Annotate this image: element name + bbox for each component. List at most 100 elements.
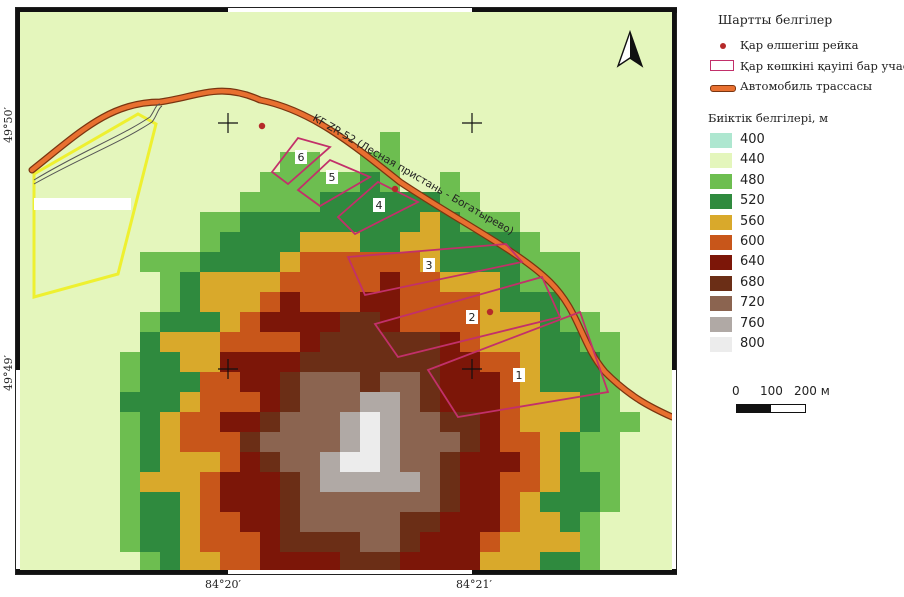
elevation-cell: [280, 52, 301, 73]
elevation-cell: [200, 272, 221, 293]
elevation-cell: [120, 312, 141, 333]
elevation-cell: [280, 532, 301, 553]
elevation-cell: [640, 92, 661, 113]
elevation-cell: [180, 412, 201, 433]
elevation-cell: [560, 212, 581, 233]
elevation-cell: [80, 372, 101, 393]
elevation-cell: [480, 72, 501, 93]
elevation-cell: [180, 172, 201, 193]
elevation-cell: [620, 312, 641, 333]
elevation-cell: [620, 272, 641, 293]
elevation-cell: [560, 172, 581, 193]
elevation-cell: [540, 532, 561, 553]
elevation-cell: [60, 532, 81, 553]
elevation-cell: [220, 252, 241, 273]
elevation-cell: [80, 412, 101, 433]
crosshair-icon: [218, 113, 238, 133]
elevation-cell: [600, 212, 621, 233]
elevation-cell: [320, 12, 341, 33]
elevation-cell: [80, 72, 101, 93]
elevation-cell: [60, 512, 81, 533]
elevation-cell: [140, 12, 161, 33]
snow-gauge-marker[interactable]: [486, 308, 494, 316]
elevation-cell: [180, 452, 201, 473]
elevation-cell: [320, 32, 341, 53]
elevation-cell: [560, 272, 581, 293]
elevation-cell: [360, 492, 381, 513]
elevation-cell: [280, 432, 301, 453]
snow-gauge-marker[interactable]: [258, 122, 266, 130]
elevation-cell: [80, 472, 101, 493]
elevation-cell: [560, 352, 581, 373]
avalanche-zone-2[interactable]: [373, 275, 562, 359]
elevation-cell: [480, 132, 501, 153]
elevation-cell: [560, 492, 581, 513]
elevation-cell: [300, 392, 321, 413]
elevation-cell: [120, 152, 141, 173]
elevation-cell: [640, 32, 661, 53]
elevation-cell: [300, 372, 321, 393]
elevation-cell: [20, 552, 41, 570]
elevation-cell: [220, 272, 241, 293]
elevation-cell: [380, 232, 401, 253]
elevation-cell: [600, 172, 621, 193]
elevation-cell: [100, 372, 121, 393]
elevation-cell: [220, 32, 241, 53]
elevation-cell: [340, 312, 361, 333]
elevation-cell: [100, 512, 121, 533]
elevation-cell: [340, 452, 361, 473]
avalanche-zone-3[interactable]: [346, 243, 524, 297]
elevation-cell: [80, 552, 101, 570]
elevation-cell: [300, 72, 321, 93]
elevation-cell: [640, 132, 661, 153]
elevation-swatch: [710, 214, 732, 230]
elevation-cell: [460, 52, 481, 73]
elevation-cell: [600, 72, 621, 93]
zone-label-2: 2: [466, 310, 478, 324]
elevation-cell: [640, 212, 661, 233]
elevation-cell: [460, 332, 481, 353]
elevation-cell: [460, 172, 481, 193]
elevation-cell: [100, 532, 121, 553]
avalanche-zone-6[interactable]: [270, 136, 332, 186]
snow-gauge-marker[interactable]: [391, 185, 399, 193]
avalanche-zone-1[interactable]: [426, 310, 610, 418]
elevation-cell: [640, 492, 661, 513]
elevation-cell: [160, 312, 181, 333]
elevation-cell: [280, 12, 301, 33]
elevation-cell: [180, 252, 201, 273]
elevation-cell: [40, 72, 61, 93]
elevation-cell: [160, 552, 181, 570]
elevation-cell: [460, 432, 481, 453]
elevation-cell: [560, 432, 581, 453]
avalanche-zone-5[interactable]: [296, 158, 373, 208]
elevation-cell: [640, 152, 661, 173]
elevation-cell: [100, 232, 121, 253]
elevation-label: 720: [740, 295, 765, 311]
elevation-cell: [60, 252, 81, 273]
elevation-cell: [20, 72, 41, 93]
elevation-cell: [420, 472, 441, 493]
elevation-cell: [620, 192, 641, 213]
elevation-cell: [200, 12, 221, 33]
highlight-area-outline: [32, 112, 158, 299]
elevation-cell: [520, 292, 541, 313]
elevation-cell: [380, 492, 401, 513]
elevation-cell: [440, 272, 461, 293]
elevation-cell: [660, 12, 672, 33]
avalanche-zone-4[interactable]: [336, 180, 420, 236]
elevation-map[interactable]: KF ZR-52 (Лесная пристань - Богатырево) …: [20, 12, 672, 570]
elevation-cell: [380, 532, 401, 553]
elevation-cell: [420, 152, 441, 173]
elevation-cell: [20, 52, 41, 73]
elevation-cell: [280, 32, 301, 53]
legend-item-avalanche-zone: Қар көшкіні қауіпі бар учаске: [740, 59, 904, 73]
elevation-cell: [440, 552, 461, 570]
elevation-cell: [40, 172, 61, 193]
elevation-cell: [40, 52, 61, 73]
elevation-cell: [460, 532, 481, 553]
elevation-cell: [400, 452, 421, 473]
elevation-cell: [20, 492, 41, 513]
elevation-cell: [660, 352, 672, 373]
elevation-cell: [40, 332, 61, 353]
